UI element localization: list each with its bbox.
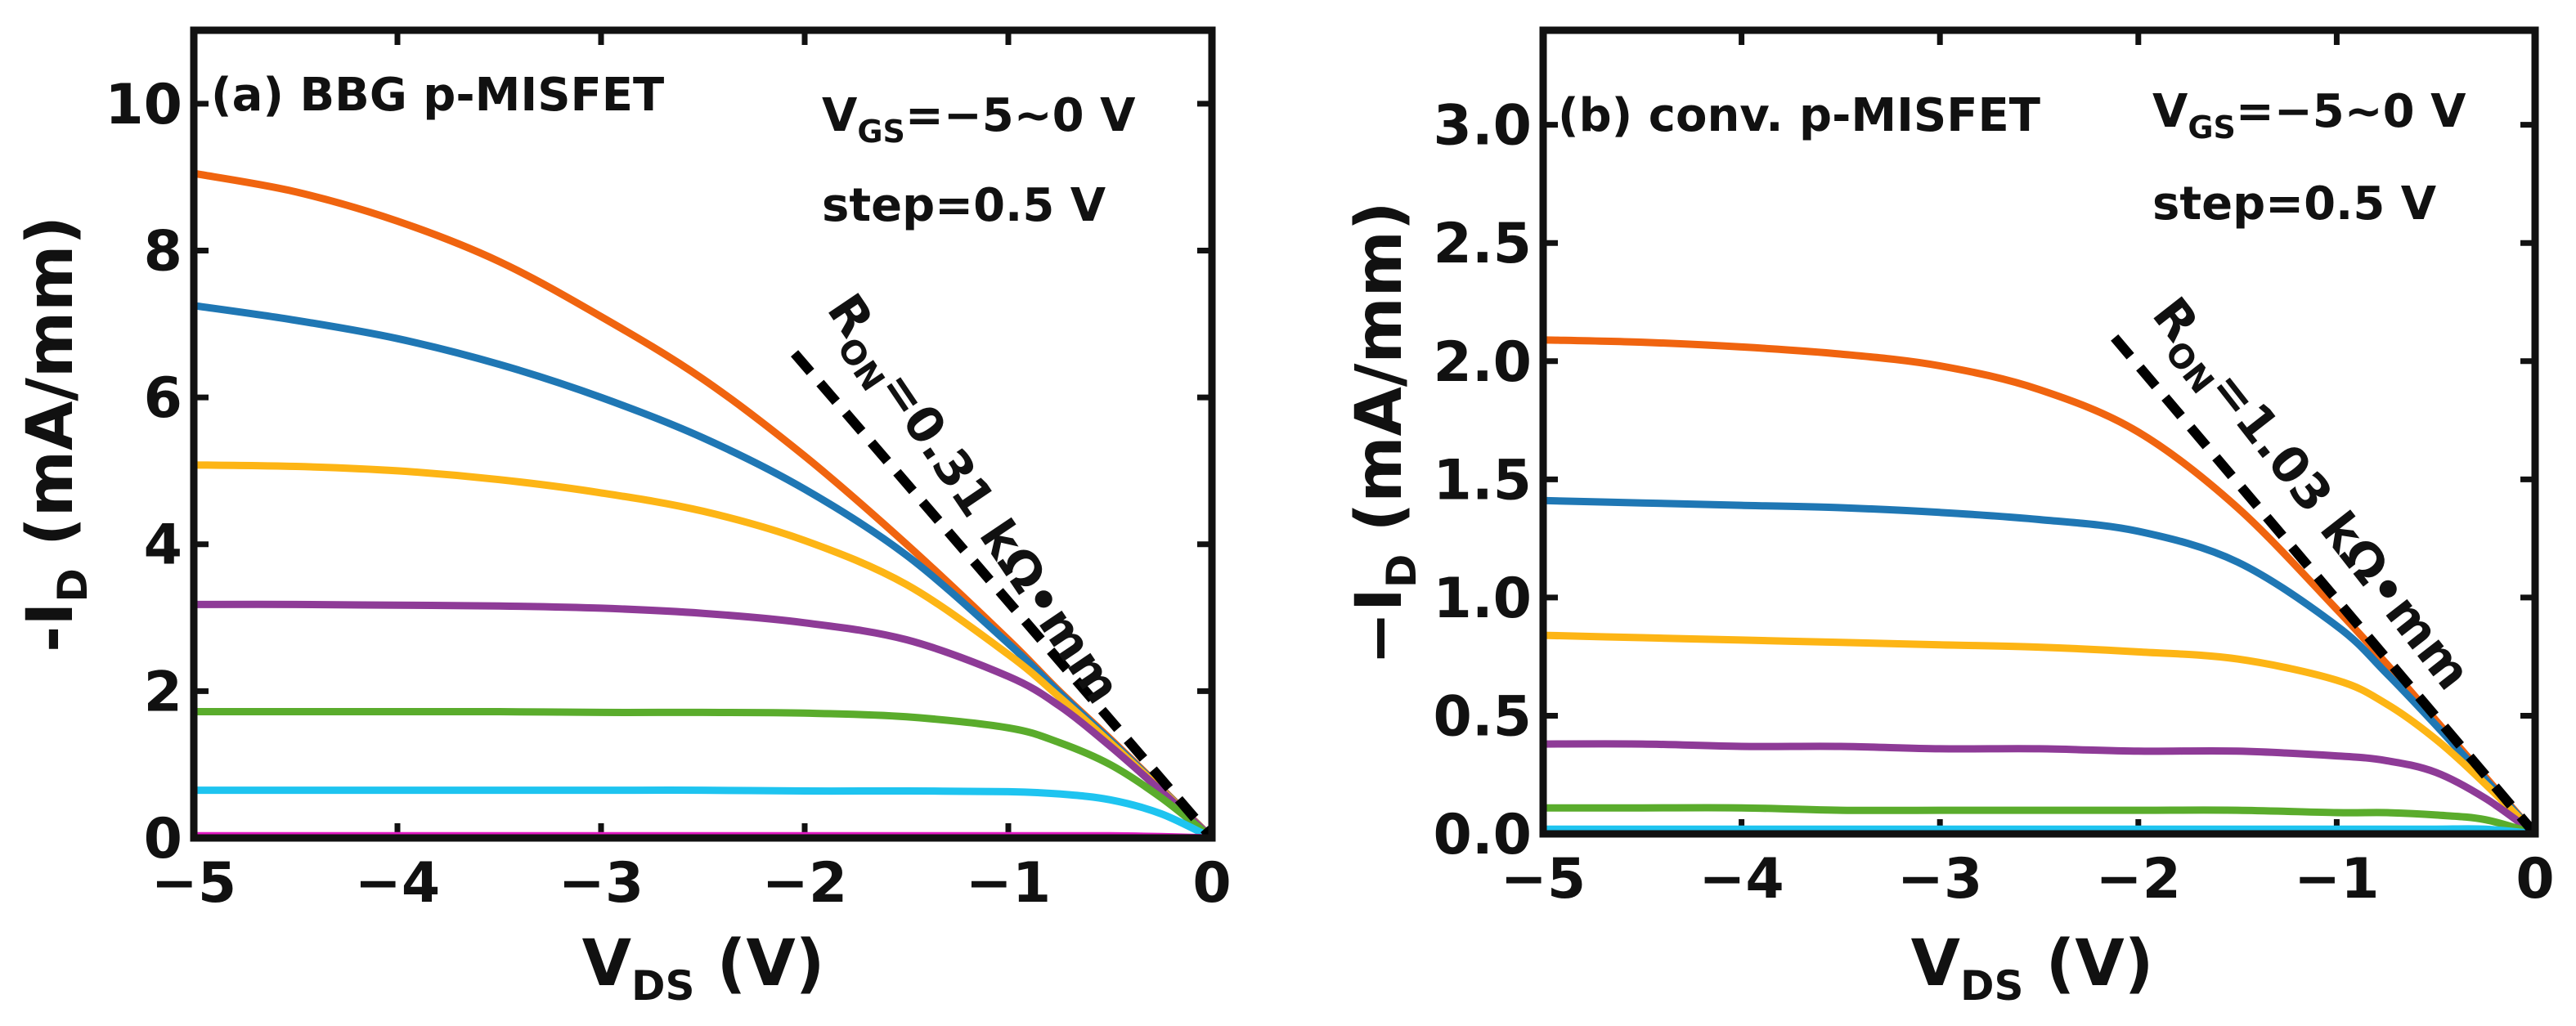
x-tick-label: −1 — [966, 851, 1051, 916]
x-tick-label: 0 — [1192, 851, 1231, 916]
x-tick-label: −2 — [2096, 847, 2181, 912]
y-tick-label: 0.0 — [1434, 803, 1532, 867]
y-tick-label: 2.0 — [1434, 330, 1532, 395]
x-tick-label: 0 — [2515, 847, 2554, 912]
x-tick-label: −5 — [151, 851, 236, 916]
x-tick-label: −5 — [1501, 847, 1586, 912]
series-line — [190, 786, 1216, 842]
panel-a-x-tick-labels: −5 −4 −3 −2 −1 0 — [151, 851, 1232, 916]
y-tick-label: 1.5 — [1434, 448, 1532, 513]
series-line — [1539, 804, 2539, 838]
panel-b-plot-frame — [1539, 26, 2539, 838]
panel-b-ron-label: RON=1.03 kΩ•mm — [2134, 287, 2482, 706]
panel-b-x-tick-labels: −5 −4 −3 −2 −1 0 — [1501, 847, 2555, 912]
y-tick-label: 0 — [144, 807, 182, 871]
y-tick-label: 10 — [105, 73, 182, 137]
panel-b-curves — [1539, 336, 2539, 838]
x-tick-label: −1 — [2294, 847, 2379, 912]
y-tick-label: 4 — [144, 513, 182, 578]
panel-a-curves — [190, 169, 1216, 842]
x-tick-label: −3 — [1897, 847, 1982, 912]
y-tick-label: 1.0 — [1434, 567, 1532, 631]
panel-a-x-axis-label: VDS (V) — [582, 927, 825, 1010]
panel-b-conv-p-misfet: −5 −4 −3 −2 −1 0 0.0 0.5 1.0 1.5 2.0 2.5 3.0 (b) co… — [1343, 26, 2555, 1010]
panel-b-step-annotation: step=0.5 V — [2152, 177, 2437, 231]
x-tick-label: −3 — [559, 851, 644, 916]
y-tick-label: 8 — [144, 219, 182, 284]
panel-b-x-axis-label: VDS (V) — [1911, 927, 2154, 1010]
panel-a-step-annotation: step=0.5 V — [822, 179, 1106, 232]
x-tick-label: −2 — [762, 851, 847, 916]
y-tick-label: 3.0 — [1434, 94, 1532, 159]
series-line — [1539, 631, 2539, 838]
panel-b-title: (b) conv. p-MISFET — [1558, 89, 2040, 142]
series-line — [190, 302, 1216, 842]
panel-a-y-axis-label: -ID (mA/mm) — [14, 216, 96, 652]
series-line — [1539, 496, 2539, 838]
panel-b-y-tick-labels: 0.0 0.5 1.0 1.5 2.0 2.5 3.0 — [1434, 94, 1532, 867]
panel-b-vgs-annotation: VGS=−5~0 V — [2152, 85, 2466, 146]
series-line — [1539, 825, 2539, 838]
y-tick-label: 2 — [144, 660, 182, 724]
y-tick-label: 2.5 — [1434, 212, 1532, 276]
y-tick-label: 6 — [144, 366, 182, 431]
panel-a-ron-line — [791, 350, 1216, 841]
x-tick-label: −4 — [1699, 847, 1784, 912]
panel-a-plot-frame — [190, 26, 1216, 842]
panel-b-tick-marks — [1540, 30, 2538, 837]
y-tick-label: 0.5 — [1434, 684, 1532, 749]
panel-a-title: (a) BBG p-MISFET — [211, 69, 664, 122]
panel-a-bbg-p-misfet: −5 −4 −3 −2 −1 0 0 2 4 6 8 10 (a) BBG p-MISFET VGS… — [14, 26, 1232, 1010]
panel-b-ron-line — [2111, 334, 2539, 837]
series-line — [190, 169, 1216, 842]
panel-b-y-axis-label: −ID (mA/mm) — [1343, 201, 1425, 665]
series-line — [190, 600, 1216, 842]
x-tick-label: −4 — [355, 851, 440, 916]
panel-a-vgs-annotation: VGS=−5~0 V — [822, 89, 1136, 150]
series-line — [1539, 740, 2539, 838]
series-line — [190, 707, 1216, 842]
panel-a-y-tick-labels: 0 2 4 6 8 10 — [105, 73, 182, 871]
